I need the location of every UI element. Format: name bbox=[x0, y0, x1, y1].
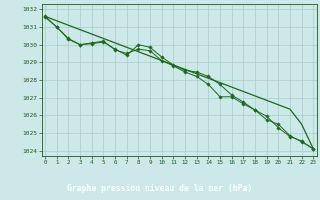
Text: Graphe pression niveau de la mer (hPa): Graphe pression niveau de la mer (hPa) bbox=[68, 184, 252, 193]
